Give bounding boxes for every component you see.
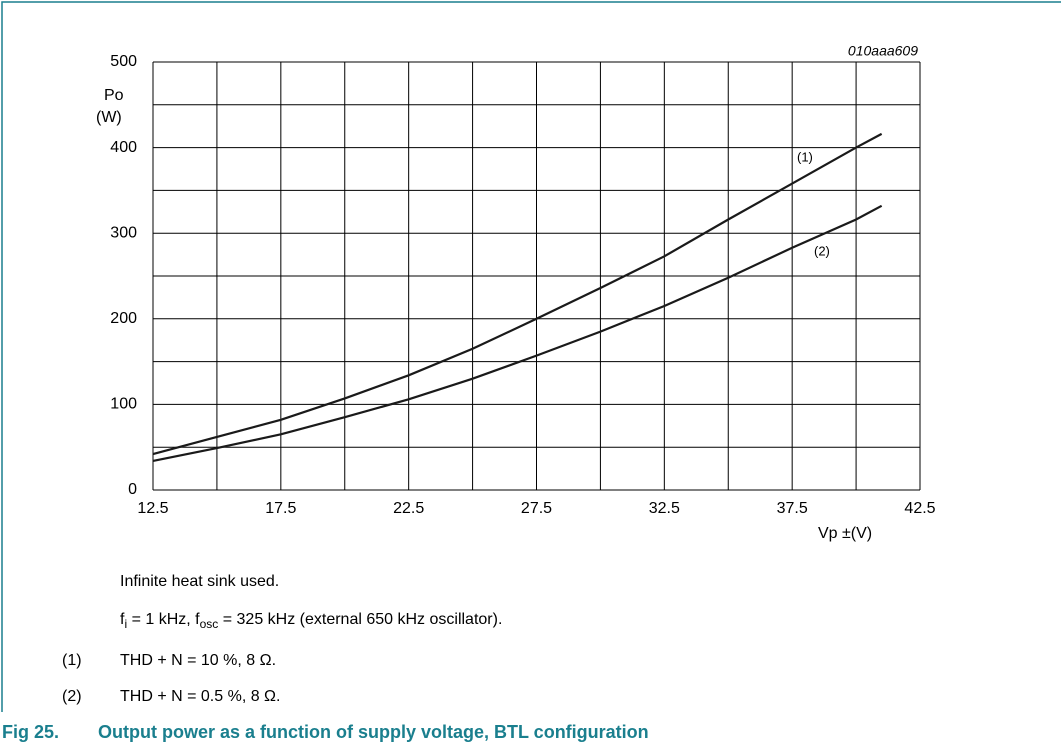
x-tick-label: 37.5 <box>777 500 808 517</box>
caption-label: Fig 25. <box>2 722 59 742</box>
note-part: = 325 kHz (external 650 kHz oscillator). <box>218 611 502 628</box>
data-line <box>152 132 883 456</box>
x-tick-label: 42.5 <box>904 500 935 517</box>
y-label: (W) <box>96 109 122 126</box>
x-tick-label: 22.5 <box>393 500 424 517</box>
y-label: Po <box>104 87 124 104</box>
note-part: f <box>120 611 125 628</box>
y-tick-label: 500 <box>110 53 137 70</box>
note-part: = 1 kHz, f <box>127 611 200 628</box>
note-sub: osc <box>200 617 219 631</box>
item-num: (2) <box>62 688 82 705</box>
x-tick-label: 32.5 <box>649 500 680 517</box>
y-tick-label: 100 <box>110 396 137 413</box>
y-tick-label: 0 <box>128 481 137 498</box>
x-label: Vp ±(V) <box>818 525 872 542</box>
x-tick-label: 17.5 <box>265 500 296 517</box>
y-tick-label: 300 <box>110 224 137 241</box>
item-text: THD + N = 0.5 %, 8 Ω. <box>120 688 280 705</box>
x-tick-label: 12.5 <box>137 500 168 517</box>
caption-text: Output power as a function of supply vol… <box>98 722 649 742</box>
note-sub: i <box>124 617 127 631</box>
frame <box>1 1 1061 712</box>
note: Infinite heat sink used. <box>120 573 279 590</box>
data-line <box>152 204 883 462</box>
item-text: THD + N = 10 %, 8 Ω. <box>120 652 276 669</box>
y-tick-label: 400 <box>110 139 137 156</box>
series-label: (2) <box>814 243 830 258</box>
note: fi = 1 kHz, fosc = 325 kHz (external 650… <box>120 611 502 631</box>
annotation: 010aaa609 <box>848 43 918 59</box>
x-tick-label: 27.5 <box>521 500 552 517</box>
item-num: (1) <box>62 652 82 669</box>
y-tick-label: 200 <box>110 310 137 327</box>
series-label: (1) <box>797 149 813 164</box>
